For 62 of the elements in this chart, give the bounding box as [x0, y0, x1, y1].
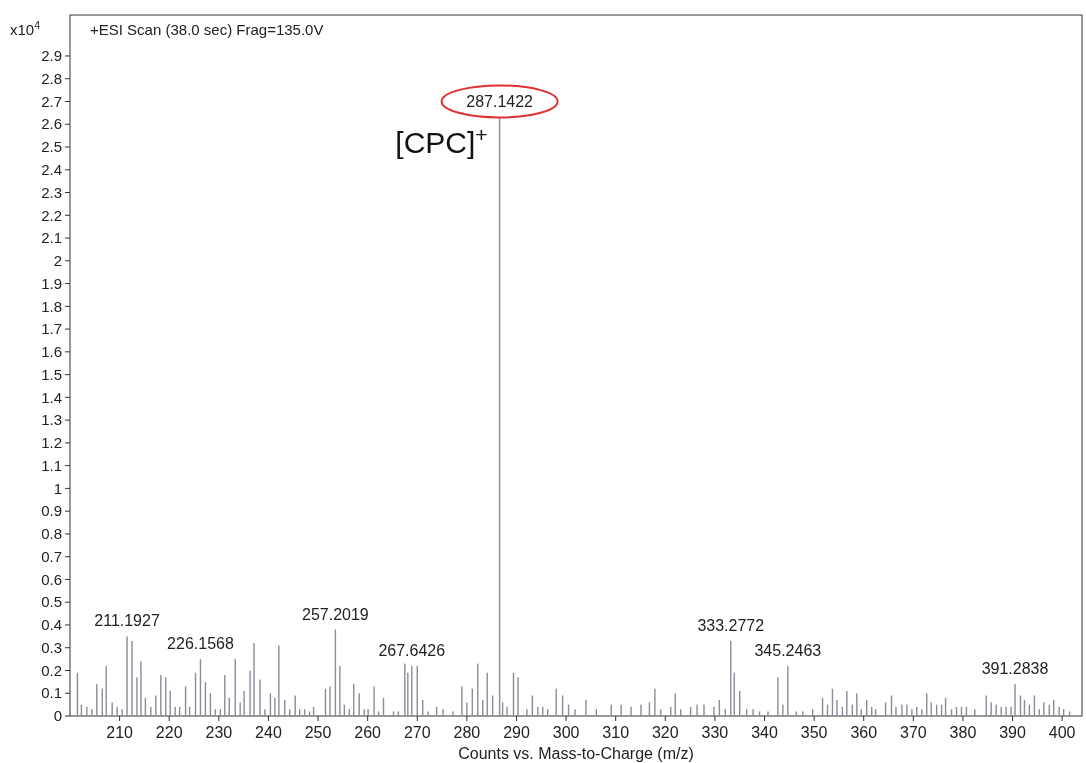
y-tick-label: 0.4 [41, 616, 62, 634]
y-tick-label: 2.2 [41, 206, 62, 224]
x-tick-label: 250 [304, 724, 332, 741]
x-tick-label: 350 [800, 724, 828, 741]
y-tick-label: 0.9 [41, 502, 62, 520]
y-tick-label: 1.5 [41, 365, 62, 383]
annotation: 287.1422 [466, 93, 534, 111]
x-tick-label: 370 [899, 724, 927, 741]
x-tick-label: 390 [999, 724, 1026, 741]
x-tick-label: 240 [255, 724, 282, 741]
y-tick-label: 1.7 [41, 320, 62, 338]
y-tick-label: 0.1 [41, 684, 62, 702]
annotation: 345.2463 [754, 641, 822, 659]
y-tick-label: 1.1 [41, 456, 62, 474]
y-tick-label: 1.2 [41, 434, 62, 452]
y-tick-label: 2.7 [41, 92, 62, 110]
y-tick-label: 2.8 [41, 69, 62, 87]
x-tick-label: 260 [354, 724, 382, 741]
y-tick-label: 0.5 [41, 593, 62, 611]
x-tick-label: 230 [205, 724, 233, 741]
y-tick-label: 1.4 [41, 388, 62, 406]
x-tick-label: 400 [1048, 724, 1076, 741]
y-tick-label: 1 [53, 479, 62, 497]
x-tick-label: 300 [552, 724, 580, 741]
x-tick-label: 330 [701, 724, 729, 741]
y-tick-label: 2.1 [41, 229, 62, 247]
x-tick-label: 270 [403, 724, 431, 741]
annotation: 257.2019 [302, 605, 369, 623]
y-axis-title: x10$^{4}$ [10, 19, 41, 38]
annotation: 333.2772 [697, 616, 765, 634]
x-tick-label: 290 [503, 724, 530, 741]
y-tick-label: 2.9 [41, 47, 62, 65]
y-tick-label: 2.3 [41, 183, 62, 201]
y-tick-label: 0.8 [41, 525, 62, 543]
x-tick-label: 310 [602, 724, 630, 741]
annotation: [CPC]$^{+}$ [395, 122, 488, 160]
y-tick-label: 2 [53, 252, 62, 270]
y-tick-label: 2.6 [41, 115, 62, 133]
y-tick-label: 1.9 [41, 274, 62, 292]
y-tick-label: 1.8 [41, 297, 62, 315]
x-tick-label: 320 [651, 724, 679, 741]
x-tick-label: 360 [850, 724, 878, 741]
annotation: 226.1568 [167, 635, 234, 653]
y-tick-label: 0.2 [41, 661, 62, 679]
annotation: 267.6426 [378, 641, 446, 659]
x-tick-label: 280 [453, 724, 481, 741]
y-tick-label: 1.6 [41, 343, 62, 361]
x-tick-label: 380 [949, 724, 977, 741]
y-tick-label: 0 [53, 707, 62, 725]
x-tick-label: 220 [155, 724, 183, 741]
y-tick-label: 0.7 [41, 547, 62, 565]
annotation: 211.1927 [94, 612, 160, 630]
y-tick-label: 2.5 [41, 138, 62, 156]
x-tick-label: 340 [751, 724, 778, 741]
y-tick-label: 0.6 [41, 570, 62, 588]
y-tick-label: 1.3 [41, 411, 62, 429]
y-tick-label: 0.3 [41, 638, 62, 656]
x-axis-title: Counts vs. Mass-to-Charge (m/z) [458, 745, 694, 762]
x-tick-label: 210 [106, 724, 134, 741]
annotation: 391.2838 [981, 660, 1049, 678]
chart-title: +ESI Scan (38.0 sec) Frag=135.0V [90, 21, 324, 38]
y-tick-label: 2.4 [41, 161, 62, 179]
